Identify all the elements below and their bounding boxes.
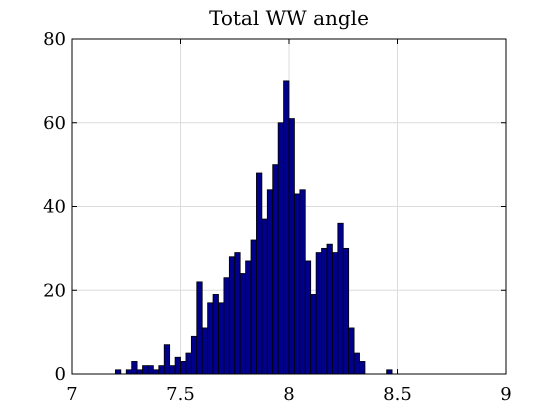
chart-title: Total WW angle: [209, 6, 369, 30]
y-tick-labels: 0 20 40 60 80: [43, 29, 66, 385]
histogram-bar: [261, 218, 268, 375]
histogram-bar: [201, 327, 209, 375]
histogram-bar: [304, 260, 312, 375]
histogram-bar: [288, 118, 295, 375]
histogram-bar: [131, 361, 138, 375]
x-tick-label: 7.5: [166, 384, 195, 405]
histogram-bar: [342, 247, 350, 375]
histogram-bar: [185, 352, 192, 375]
histogram-bar: [294, 193, 301, 375]
histogram-bar: [196, 281, 203, 375]
histogram-bar: [353, 352, 360, 375]
histogram-bar: [234, 252, 241, 375]
histogram-bar: [283, 80, 290, 375]
histogram-bar: [359, 361, 366, 375]
histogram-bar: [315, 252, 322, 375]
histogram-bar: [245, 260, 252, 375]
histogram-bar: [386, 369, 393, 375]
histogram-bar: [212, 294, 219, 375]
histogram-bar: [331, 252, 339, 375]
x-tick-labels: 7 7.5 8 8.5 9: [66, 384, 511, 405]
histogram-bar: [266, 189, 274, 375]
histogram-bar: [321, 247, 328, 375]
histogram-bar: [115, 369, 122, 375]
histogram-bar: [207, 302, 214, 375]
histogram-bar: [142, 365, 149, 375]
histogram-bar: [169, 365, 176, 375]
bars: [115, 80, 393, 375]
y-tick-label: 20: [43, 280, 66, 301]
histogram-bar: [125, 369, 133, 375]
histogram-bar: [223, 277, 230, 375]
histogram-bar: [158, 365, 165, 375]
histogram-bar: [256, 172, 263, 375]
x-tick-label: 8.5: [383, 384, 412, 405]
histogram-bar: [326, 243, 333, 375]
x-tick-label: 7: [66, 384, 77, 405]
histogram-bar: [218, 302, 225, 375]
histogram-bar: [147, 365, 154, 375]
histogram-bar: [190, 335, 198, 375]
x-tick-label: 9: [500, 384, 511, 405]
histogram-bar: [180, 361, 187, 375]
histogram-bar: [228, 256, 236, 375]
axes: [71, 38, 507, 375]
histogram-bar: [310, 294, 317, 375]
y-tick-label: 60: [43, 113, 66, 134]
histogram-bar: [250, 239, 257, 375]
x-tick-label: 8: [283, 384, 294, 405]
y-tick-label: 40: [43, 197, 66, 218]
histogram-bar: [272, 164, 279, 375]
histogram-bar: [152, 369, 160, 375]
histogram-bar: [277, 122, 284, 375]
histogram-bar: [163, 344, 171, 375]
y-tick-label: 0: [55, 364, 66, 385]
y-tick-label: 80: [43, 29, 66, 50]
histogram-bar: [239, 273, 247, 375]
histogram-bar: [136, 369, 143, 375]
histogram-bar: [174, 356, 181, 375]
histogram-bar: [299, 189, 306, 375]
histogram-bar: [337, 222, 344, 375]
histogram-bar: [348, 327, 355, 375]
